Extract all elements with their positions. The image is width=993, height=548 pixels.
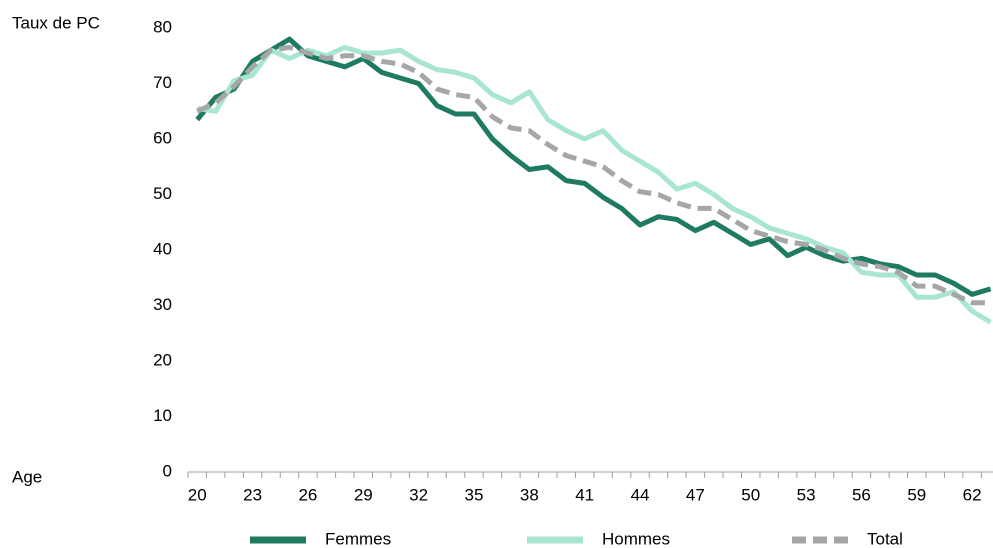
y-tick-label: 40 — [153, 239, 172, 258]
x-tick-label: 32 — [409, 485, 428, 504]
y-tick-label: 80 — [153, 17, 172, 36]
y-tick-label: 60 — [153, 128, 172, 147]
x-tick-label: 56 — [852, 485, 871, 504]
y-tick-label: 30 — [153, 295, 172, 314]
y-tick-label: 10 — [153, 406, 172, 425]
y-axis-label: Taux de PC — [12, 13, 100, 32]
x-tick-label: 35 — [465, 485, 484, 504]
x-tick-label: 47 — [686, 485, 705, 504]
x-tick-label: 20 — [188, 485, 207, 504]
series-line — [196, 44, 991, 306]
x-tick-label: 62 — [963, 485, 982, 504]
x-tick-label: 44 — [631, 485, 650, 504]
x-tick-label: 50 — [741, 485, 760, 504]
series-line — [196, 44, 992, 325]
x-tick-label: 29 — [354, 485, 373, 504]
x-tick-label: 26 — [298, 485, 317, 504]
x-tick-label: 23 — [243, 485, 262, 504]
x-tick-label: 38 — [520, 485, 539, 504]
y-tick-label: 50 — [153, 184, 172, 203]
series-line — [195, 36, 992, 297]
legend-label: Femmes — [325, 529, 391, 548]
x-tick-label: 59 — [907, 485, 926, 504]
y-tick-label: 70 — [153, 73, 172, 92]
x-axis-label: Age — [12, 467, 42, 486]
legend-label: Hommes — [602, 529, 670, 548]
legend-label: Total — [867, 529, 903, 548]
y-tick-label: 20 — [153, 350, 172, 369]
x-tick-label: 41 — [575, 485, 594, 504]
y-tick-label: 0 — [163, 461, 172, 480]
x-tick-label: 53 — [797, 485, 816, 504]
